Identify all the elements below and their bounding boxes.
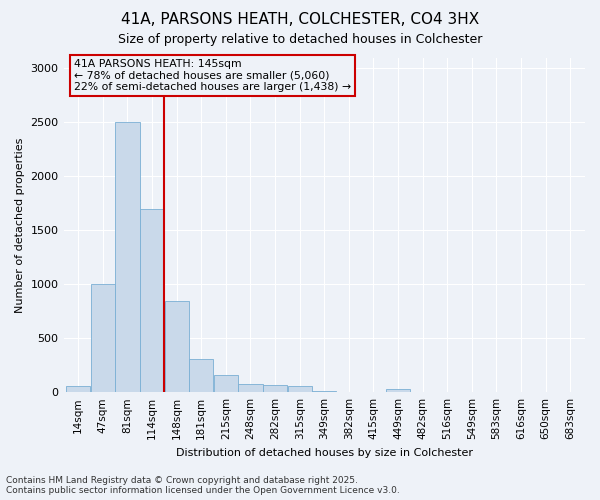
Bar — [263, 385, 287, 392]
Bar — [91, 284, 115, 392]
Text: Contains HM Land Registry data © Crown copyright and database right 2025.
Contai: Contains HM Land Registry data © Crown c… — [6, 476, 400, 495]
Bar — [66, 386, 91, 392]
Bar — [140, 208, 164, 392]
Text: 41A, PARSONS HEATH, COLCHESTER, CO4 3HX: 41A, PARSONS HEATH, COLCHESTER, CO4 3HX — [121, 12, 479, 28]
Bar — [214, 375, 238, 392]
Bar — [164, 302, 189, 392]
Text: 41A PARSONS HEATH: 145sqm
← 78% of detached houses are smaller (5,060)
22% of se: 41A PARSONS HEATH: 145sqm ← 78% of detac… — [74, 59, 351, 92]
Bar — [238, 384, 263, 392]
Y-axis label: Number of detached properties: Number of detached properties — [15, 137, 25, 312]
Bar — [287, 386, 312, 392]
Bar — [189, 358, 214, 392]
Bar — [312, 391, 337, 392]
Bar — [386, 389, 410, 392]
X-axis label: Distribution of detached houses by size in Colchester: Distribution of detached houses by size … — [176, 448, 473, 458]
Bar — [115, 122, 140, 392]
Text: Size of property relative to detached houses in Colchester: Size of property relative to detached ho… — [118, 32, 482, 46]
